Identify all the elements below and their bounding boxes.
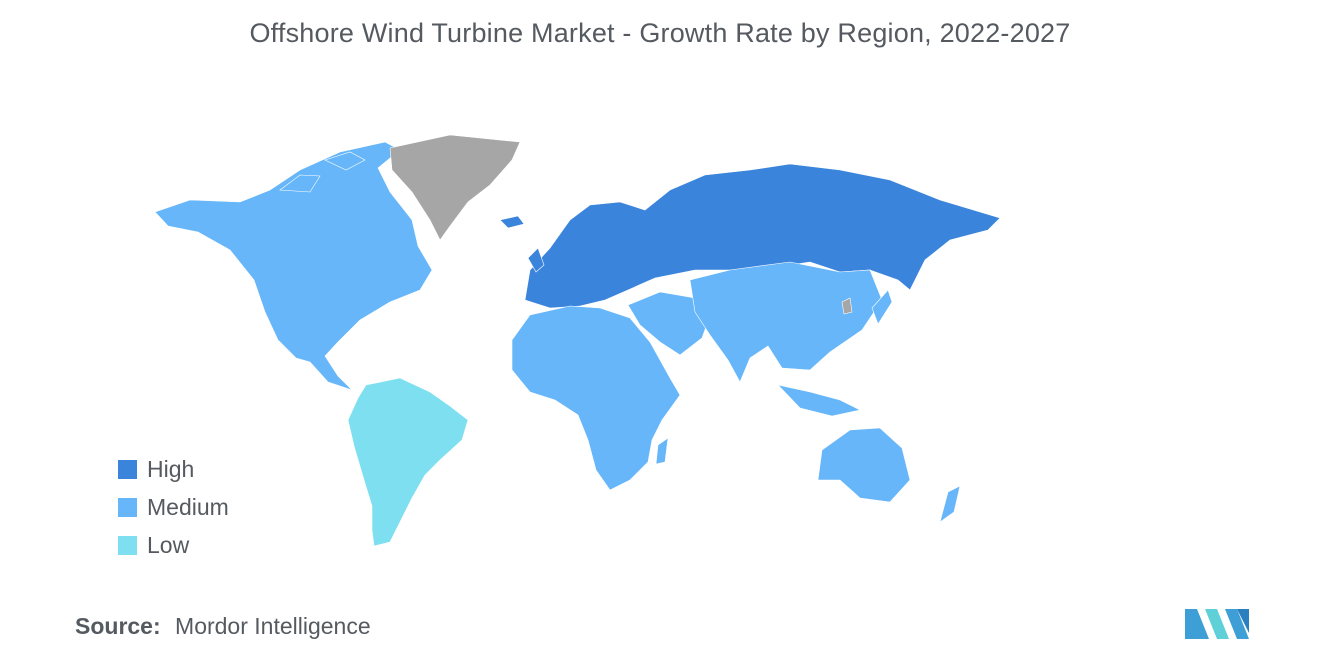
region-madagascar	[655, 437, 669, 465]
region-uk	[527, 247, 545, 273]
region-middle-east	[627, 291, 711, 356]
mordor-intelligence-logo-icon	[1185, 609, 1249, 639]
region-north-america	[154, 141, 433, 391]
region-korea	[841, 297, 853, 315]
region-south-america	[347, 377, 469, 547]
source-value: Mordor Intelligence	[175, 613, 371, 639]
region-asia	[689, 261, 883, 383]
source-label: Source:	[75, 613, 161, 639]
legend: High Medium Low	[118, 450, 229, 564]
source-line: Source: Mordor Intelligence	[75, 613, 371, 640]
region-japan	[871, 289, 893, 325]
region-europe-russia	[524, 163, 1001, 309]
legend-swatch-medium	[118, 497, 137, 517]
region-iceland	[499, 215, 525, 229]
region-southeast-asia	[777, 384, 861, 417]
region-canada-islands	[279, 151, 366, 193]
legend-swatch-low	[118, 535, 137, 555]
region-africa	[511, 305, 681, 491]
legend-item-high: High	[118, 450, 229, 488]
region-greenland	[389, 134, 521, 241]
legend-label-low: Low	[147, 531, 190, 558]
legend-item-low: Low	[118, 526, 229, 564]
world-map	[154, 134, 1001, 547]
legend-label-high: High	[147, 455, 195, 482]
legend-item-medium: Medium	[118, 488, 229, 526]
region-new-zealand	[939, 485, 961, 523]
chart-title: Offshore Wind Turbine Market - Growth Ra…	[249, 18, 1071, 48]
legend-label-medium: Medium	[147, 493, 229, 520]
legend-swatch-high	[118, 459, 137, 479]
region-australia	[817, 427, 911, 503]
